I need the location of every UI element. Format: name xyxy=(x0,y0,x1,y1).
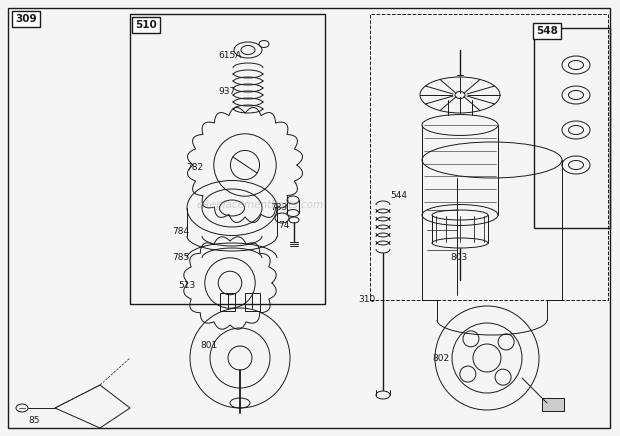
Text: eReplacementParts.com: eReplacementParts.com xyxy=(197,200,324,210)
Bar xyxy=(245,293,260,311)
Text: 310: 310 xyxy=(358,296,375,304)
Bar xyxy=(534,28,610,228)
Bar xyxy=(370,14,608,300)
Text: 74: 74 xyxy=(278,221,290,231)
Text: 802: 802 xyxy=(432,354,449,362)
Text: 784: 784 xyxy=(172,228,189,236)
Text: 803: 803 xyxy=(450,253,467,262)
Text: 615A: 615A xyxy=(218,51,241,59)
Text: 785: 785 xyxy=(172,253,189,262)
Bar xyxy=(542,398,564,411)
Text: 85: 85 xyxy=(28,416,40,425)
Text: 801: 801 xyxy=(200,341,217,350)
Text: 783: 783 xyxy=(270,204,287,212)
Polygon shape xyxy=(55,385,130,428)
Bar xyxy=(130,14,325,304)
Text: 548: 548 xyxy=(536,26,558,36)
Text: 513: 513 xyxy=(178,280,195,290)
Text: 510: 510 xyxy=(135,20,157,30)
Text: 309: 309 xyxy=(15,14,37,24)
Text: 782: 782 xyxy=(186,164,203,173)
Text: 544: 544 xyxy=(390,191,407,200)
Bar xyxy=(220,293,235,311)
Text: 937: 937 xyxy=(218,88,235,96)
